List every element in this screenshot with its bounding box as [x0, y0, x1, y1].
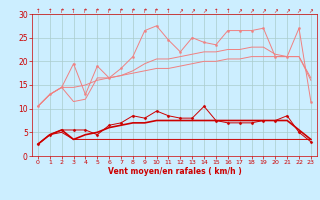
X-axis label: Vent moyen/en rafales ( km/h ): Vent moyen/en rafales ( km/h ) [108, 167, 241, 176]
